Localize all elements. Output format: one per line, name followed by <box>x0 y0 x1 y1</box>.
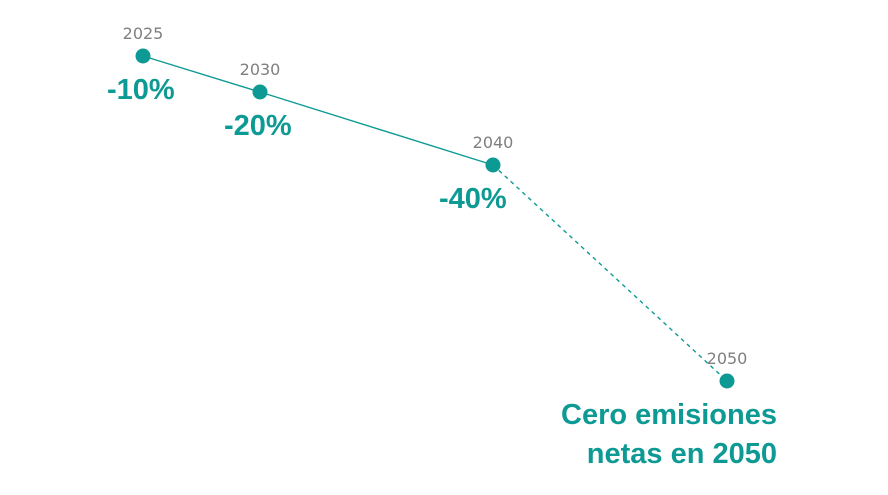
trajectory-points <box>135 48 735 389</box>
year-label-2030: 2030 <box>240 60 281 79</box>
year-label-2025: 2025 <box>123 24 164 43</box>
year-labels: 2025 2030 2040 2050 <box>123 24 748 368</box>
value-label-2040: -40% <box>439 183 507 215</box>
value-label-2025: -10% <box>107 74 175 106</box>
net-zero-note-line-1: Cero emisiones <box>561 399 777 431</box>
data-point-2040 <box>485 157 501 173</box>
trajectory-line-segments <box>142 55 728 382</box>
data-point-2030 <box>252 84 268 100</box>
year-label-2040: 2040 <box>473 133 514 152</box>
year-label-2050: 2050 <box>707 349 748 368</box>
line-segment-2040-2050 <box>492 164 728 382</box>
value-labels: -10% -20% -40% <box>107 74 507 215</box>
net-zero-note-line-2: netas en 2050 <box>587 438 777 470</box>
data-point-2050 <box>719 373 735 389</box>
data-point-2025 <box>135 48 151 64</box>
line-segment-2030-2040 <box>259 91 494 166</box>
line-segment-2025-2030 <box>142 55 261 93</box>
value-label-2030: -20% <box>224 110 292 142</box>
